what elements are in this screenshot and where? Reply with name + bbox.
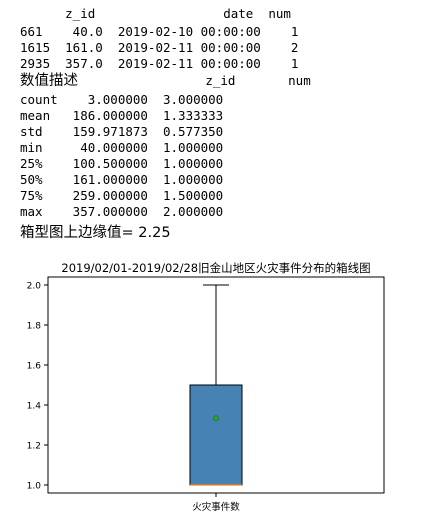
describe-row: 50% 161.000000 1.000000 [20,172,224,187]
describe-row: 25% 100.500000 1.000000 [20,156,224,171]
upper-whisker-text: 箱型图上边缘值= 2.25 [20,225,171,241]
table-header: z_id date num [20,6,291,21]
x-axis: 火灾事件数 [192,493,240,513]
mean-marker [213,415,219,422]
describe-title: 数值描述 [20,73,78,89]
x-tick-label: 火灾事件数 [192,501,240,513]
describe-row: min 40.000000 1.000000 [20,140,224,155]
y-tick-label: 1.8 [27,322,42,332]
y-axis: 1.0 1.2 1.4 1.6 1.8 2.0 [27,282,48,492]
table-row: 661 40.0 2019-02-10 00:00:00 1 [20,24,299,39]
y-tick-label: 2.0 [27,282,42,292]
y-tick-label: 1.6 [27,362,42,372]
box-group [189,284,243,486]
y-tick-label: 1.4 [27,402,42,412]
table-row: 1615 161.0 2019-02-11 00:00:00 2 [20,40,299,55]
iqr-box [189,384,243,486]
describe-row: count 3.000000 3.000000 [20,92,224,107]
y-tick-label: 1.0 [27,482,42,492]
describe-header: z_id num [100,73,311,88]
table-row: 2935 357.0 2019-02-11 00:00:00 1 [20,56,299,71]
describe-row: max 357.000000 2.000000 [20,204,224,219]
describe-row: mean 186.000000 1.333333 [20,108,224,123]
describe-row: std 159.971873 0.577350 [20,124,224,139]
y-tick-label: 1.2 [27,442,41,452]
describe-row: 75% 259.000000 1.500000 [20,188,224,203]
chart-title: 2019/02/01-2019/02/28旧金山地区火灾事件分布的箱线图 [61,261,370,275]
